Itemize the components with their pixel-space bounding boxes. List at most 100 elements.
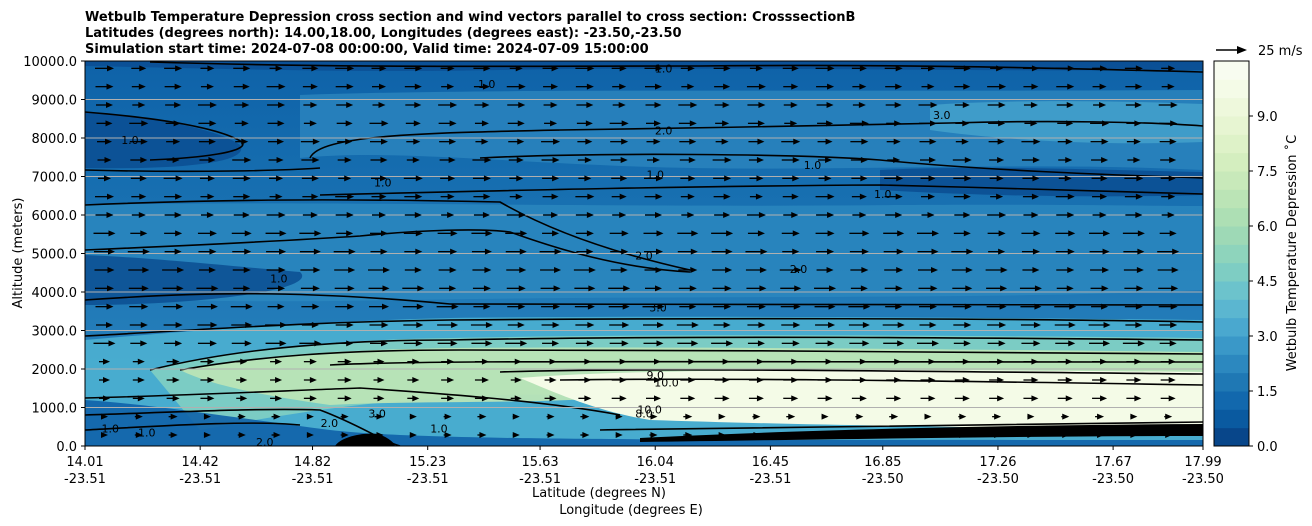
x-axis: 14.01 -23.51 14.42 -23.51 14.82 -23.51 15.23 -2… [64,446,1224,487]
wind-vector [1090,267,1110,273]
wind-vector [576,102,594,108]
wind-vector [95,285,114,292]
wind-vector [818,157,833,163]
wind-vector [783,83,799,90]
wind-vector [1022,267,1040,273]
wind-vector [678,102,698,108]
wind-vector [987,83,1007,90]
wind-vector [1023,212,1039,218]
x-tick-label-lon: -23.51 [179,472,221,487]
wind-vector [821,432,829,438]
wind-vector [505,230,528,237]
wind-vector [780,285,802,292]
wind-vector [235,138,249,145]
wind-vector [849,248,869,255]
wind-vector [1056,212,1075,218]
wind-vector [611,377,627,383]
wind-vector [300,267,321,273]
wind-vector [749,193,763,200]
wind-vector [989,358,1005,365]
wind-vector [409,432,417,438]
wind-vector [683,413,693,420]
y-tick-label: 10000.0 [23,55,77,70]
wind-vector [1130,432,1138,438]
wind-vector [512,413,520,420]
wind-vector [577,157,592,163]
wind-vector [162,267,185,273]
wind-vector [954,358,970,365]
contour-line-10 [85,317,1203,337]
wind-vector [921,193,935,200]
colorbar-swatch [1214,317,1249,337]
wind-vector [608,285,631,292]
x-tick-label-lat: 17.67 [1095,455,1132,470]
wind-vector [165,120,181,127]
wind-vector [714,212,731,218]
wind-vector [746,83,766,90]
wind-vector [749,175,764,182]
wind-vector [200,377,215,383]
wind-vector [1160,377,1176,383]
x-tick-label-lat: 14.01 [66,455,103,470]
wind-vector [132,102,146,108]
wind-vector [783,358,799,365]
contour-line-14 [499,369,1203,375]
wind-vector [334,285,355,292]
wind-vector [575,83,594,90]
wind-vector [369,120,389,127]
wind-vector [404,212,422,218]
colorbar-swatch [1214,207,1249,227]
wind-vector [441,212,455,218]
wind-vector [679,138,697,145]
wind-vector [821,413,829,420]
wind-vector [403,230,423,237]
wind-vector [817,395,833,402]
wind-vector [676,322,699,328]
wind-vector [849,120,869,127]
y-tick-label: 2000.0 [32,363,78,378]
wind-vector [1020,322,1041,328]
wind-vector [1092,212,1107,218]
wind-vector [370,248,388,255]
wind-vector [267,303,285,310]
wind-vector [404,83,422,90]
colorbar-swatch [1214,299,1249,319]
contour-line-2 [309,120,1203,159]
wind-vector [1160,157,1177,163]
y-tick-label: 1000.0 [32,402,78,417]
x-tick-label-lon: -23.50 [1182,472,1224,487]
wind-vector [1124,285,1144,292]
wind-vector [403,322,424,328]
wind-vector [575,212,594,218]
wind-vector [306,432,314,438]
wind-vector [1056,285,1074,292]
wind-vector [781,157,800,163]
wind-vector [266,248,287,255]
wind-vector [1055,340,1076,347]
wind-vector [231,230,252,237]
wind-vector [1055,65,1075,72]
wind-vector [1122,230,1145,237]
wind-vector [1122,340,1145,347]
wind-vector [884,175,904,182]
wind-vector [303,358,317,365]
wind-vector [1161,83,1175,90]
wind-vector [405,120,421,127]
wind-vector [714,83,731,90]
wind-vector [370,138,388,145]
wind-vector [200,193,215,200]
contour-label: 2.0 [321,417,339,430]
wind-vector [443,432,452,438]
wind-vector [643,322,664,328]
wind-vector [196,285,219,292]
wind-vector [271,432,281,438]
colorbar-tick-label: 0.0 [1257,440,1278,455]
wind-vector [134,413,143,420]
contour-label: 2.0 [655,124,673,137]
wind-vector [1089,230,1111,237]
wind-vector [1090,285,1109,292]
wind-vector [992,432,1002,438]
wind-vector [611,193,627,200]
wind-vector [132,377,145,383]
wind-vector [271,413,281,420]
